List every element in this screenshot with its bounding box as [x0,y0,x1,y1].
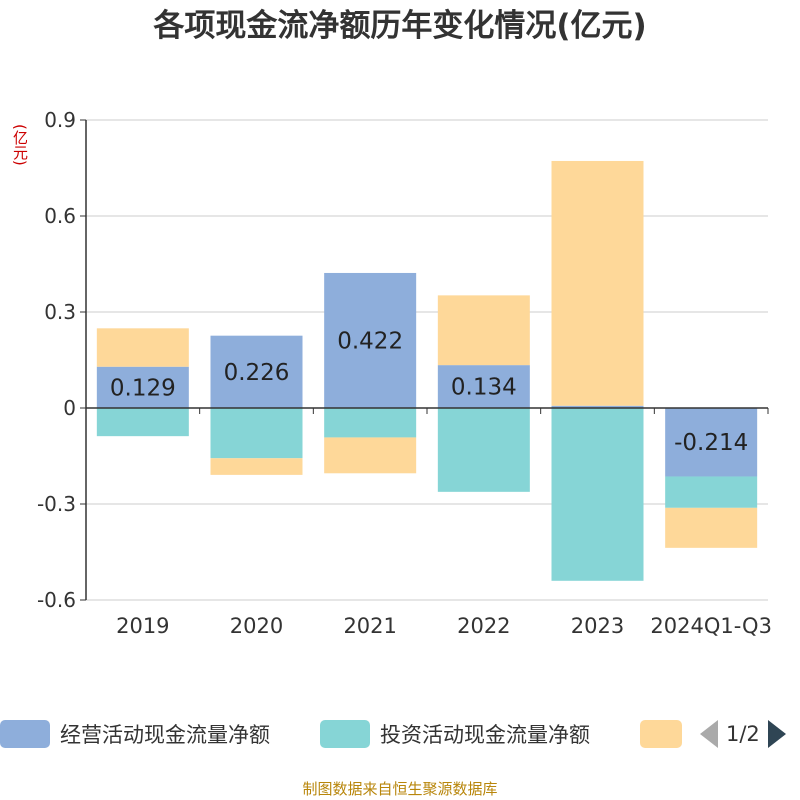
data-label: 0.226 [224,360,290,386]
legend-swatch [640,720,682,748]
y-tick-label: -0.3 [37,492,76,516]
y-tick-label: 0.9 [44,108,76,132]
bar-series0-2021 [324,272,417,408]
bar-series1-2022 [437,408,530,492]
x-category-label: 2020 [230,614,283,638]
data-source-note: 制图数据来自恒生聚源数据库 [302,780,498,798]
bar-series1-2023 [551,408,644,581]
bar-series1-2021 [324,408,417,438]
bar-series1-2024Q1-Q3 [665,476,758,508]
legend-swatch [0,720,50,748]
y-axis-unit-label: (亿元) [11,124,29,166]
bar-series0-2022 [437,365,530,408]
bar-series0-2020 [210,335,303,408]
x-category-label: 2019 [116,614,169,638]
chart-title: 各项现金流净额历年变化情况(亿元) [153,8,647,44]
y-tick-label: 0.3 [44,300,76,324]
legend-item-investing[interactable]: 投资活动现金流量净额 [320,716,590,752]
bar-series1-2020 [210,408,303,459]
bar-series2-2023 [551,160,644,406]
bar-series2-2020 [210,458,303,475]
x-category-label: 2024Q1-Q3 [650,614,772,638]
bar-series2-2019 [96,328,189,367]
bar-series2-2024Q1-Q3 [665,507,758,548]
data-label: -0.214 [674,430,748,456]
bar-series2-2022 [437,295,530,366]
legend-item-operating[interactable]: 经营活动现金流量净额 [0,716,270,752]
bar-series0-2024Q1-Q3 [665,408,758,477]
data-label: 0.129 [110,375,176,401]
legend-label: 投资活动现金流量净额 [380,723,590,747]
legend-pager: 1/2 [700,716,786,752]
data-label: 0.422 [337,328,403,354]
legend-label: 经营活动现金流量净额 [60,723,270,747]
x-category-label: 2022 [457,614,510,638]
bar-series0-2023 [551,405,644,408]
chart-plot: 0.9 0.6 0.3 0 -0.3 -0.6 0.129 0.226 0.422 0.134 -0… [37,108,772,638]
data-label: 0.134 [451,375,517,401]
legend-item-third[interactable] [640,716,682,752]
bar-series2-2021 [324,437,417,474]
bar-series1-2019 [96,408,189,437]
y-tick-label: 0.6 [44,204,76,228]
x-category-label: 2023 [571,614,624,638]
prev-page-icon[interactable] [700,720,718,748]
y-tick-label: 0 [63,396,76,420]
bar-series0-2019 [96,366,189,408]
legend: 经营活动现金流量净额 投资活动现金流量净额 1/2 [0,716,800,752]
y-tick-label: -0.6 [37,588,76,612]
next-page-icon[interactable] [767,720,786,748]
legend-page-indicator: 1/2 [726,722,760,746]
legend-swatch [320,720,370,748]
x-category-label: 2021 [343,614,396,638]
